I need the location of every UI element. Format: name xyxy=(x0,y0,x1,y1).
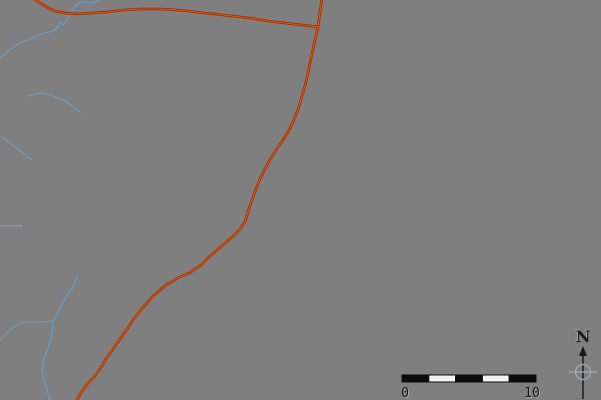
map-scale-bar: 0 10 xyxy=(401,374,540,400)
road-main-line xyxy=(76,26,319,400)
stream-lower-north-branch xyxy=(52,275,78,322)
road-west-branch-line xyxy=(34,0,319,28)
scale-bar-segments xyxy=(401,374,537,383)
north-arrowhead-icon xyxy=(579,346,587,356)
stream-upper xyxy=(0,0,101,59)
stream-lower-west-branch xyxy=(0,320,54,341)
north-arrow-label: N xyxy=(576,327,591,346)
road-north-branch-line xyxy=(317,0,323,28)
scale-bar-segment xyxy=(481,374,510,383)
stream-mid xyxy=(1,136,33,161)
scale-bar-start-label: 0 xyxy=(401,386,409,400)
roads-layer xyxy=(33,0,324,400)
streams-layer xyxy=(0,0,101,400)
scale-bar-segment xyxy=(428,374,457,383)
scale-bar-end-label: 10 xyxy=(524,386,540,400)
scale-bar-segment xyxy=(455,374,483,383)
road-main-casing xyxy=(75,25,320,400)
scale-bar-segment xyxy=(508,374,537,383)
stream-upper-branch xyxy=(27,92,82,114)
north-arrow: N xyxy=(569,327,597,399)
stream-lower-south-branch xyxy=(41,320,54,400)
scale-bar-segment xyxy=(401,374,430,383)
